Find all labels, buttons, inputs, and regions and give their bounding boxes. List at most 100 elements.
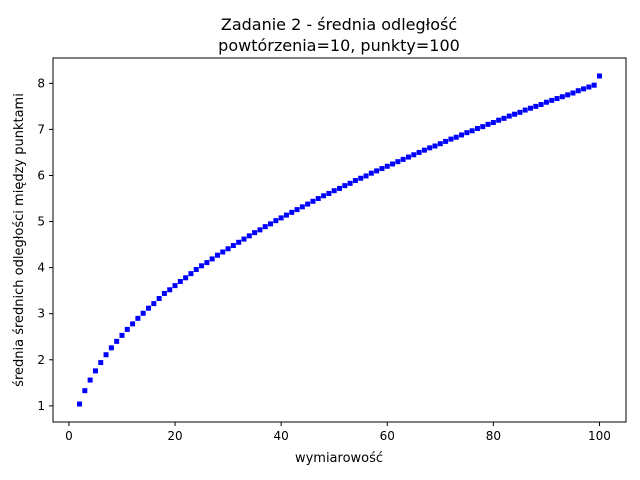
data-point <box>559 94 565 100</box>
data-point <box>161 290 167 296</box>
data-point <box>289 209 295 215</box>
data-point <box>485 121 491 127</box>
x-tick-label: 80 <box>486 429 501 443</box>
data-point <box>283 212 289 218</box>
data-point <box>591 82 597 88</box>
data-point <box>82 388 88 394</box>
x-tick-label: 20 <box>167 429 182 443</box>
data-point <box>496 117 502 123</box>
data-point <box>236 239 242 245</box>
data-point <box>538 102 544 108</box>
data-point <box>199 263 205 269</box>
data-point <box>146 305 151 311</box>
data-point <box>448 136 454 142</box>
y-axis: 1 2 3 4 5 6 7 8 <box>37 76 53 413</box>
data-point <box>352 178 358 184</box>
data-point <box>549 97 555 103</box>
data-point <box>124 326 130 332</box>
data-point <box>140 310 146 316</box>
data-point <box>77 401 83 407</box>
data-point <box>443 138 449 144</box>
data-point <box>384 163 390 169</box>
data-point <box>273 218 279 224</box>
y-tick-label: 1 <box>37 399 45 413</box>
data-point <box>390 161 396 167</box>
data-point <box>156 296 162 302</box>
data-point <box>437 141 443 147</box>
data-point <box>214 252 220 258</box>
data-point <box>209 256 215 262</box>
data-point <box>252 230 258 236</box>
data-point <box>596 73 602 79</box>
data-point <box>581 86 587 92</box>
data-point <box>347 180 353 186</box>
data-point <box>421 147 427 153</box>
data-point <box>130 321 136 327</box>
data-point <box>108 345 114 351</box>
data-point <box>278 215 284 221</box>
y-tick-label: 8 <box>37 76 45 90</box>
data-point <box>342 183 348 189</box>
data-point <box>135 315 141 321</box>
data-point <box>305 201 311 207</box>
plot-area <box>52 57 627 423</box>
data-point <box>92 368 98 374</box>
data-point <box>490 120 496 126</box>
y-axis-label: średnia średnich odległości między punkt… <box>12 93 27 387</box>
data-point <box>570 90 576 96</box>
data-point <box>533 103 539 109</box>
data-point <box>262 224 268 230</box>
data-point <box>411 152 417 158</box>
data-point <box>172 283 178 289</box>
data-point <box>294 207 300 213</box>
data-point <box>98 360 104 366</box>
data-point <box>395 159 401 165</box>
data-point <box>543 99 549 105</box>
data-point <box>522 107 528 113</box>
x-axis-label: wymiarowość <box>295 451 383 466</box>
x-tick-label: 0 <box>65 429 73 443</box>
data-series <box>77 73 602 407</box>
data-point <box>427 145 433 151</box>
data-point <box>358 175 364 181</box>
x-tick-label: 60 <box>380 429 395 443</box>
data-point <box>517 109 523 115</box>
data-point <box>119 332 125 338</box>
y-tick-label: 5 <box>37 215 45 229</box>
data-point <box>167 287 173 293</box>
data-point <box>331 188 337 194</box>
data-point <box>501 115 507 121</box>
x-tick-label: 40 <box>273 429 288 443</box>
data-point <box>246 233 252 239</box>
data-point <box>459 132 465 138</box>
data-point <box>183 275 189 281</box>
data-point <box>400 156 406 162</box>
data-point <box>337 185 342 191</box>
data-point <box>204 260 210 266</box>
data-point <box>193 266 199 272</box>
data-point <box>416 149 422 155</box>
data-point <box>432 143 438 149</box>
data-point <box>114 338 120 344</box>
data-point <box>528 105 533 111</box>
data-point <box>310 198 316 204</box>
x-tick-label: 100 <box>588 429 611 443</box>
data-point <box>177 278 183 284</box>
data-point <box>506 113 512 119</box>
data-point <box>586 84 592 90</box>
data-point <box>257 227 263 233</box>
data-point <box>299 204 305 210</box>
data-point <box>469 128 475 134</box>
data-point <box>151 301 157 307</box>
chart-title-line2: powtórzenia=10, punkty=100 <box>218 36 460 55</box>
data-point <box>321 193 327 199</box>
y-tick-label: 3 <box>37 307 45 321</box>
data-point <box>326 190 332 196</box>
data-point <box>225 246 231 252</box>
data-point <box>315 196 321 202</box>
data-point <box>565 92 571 98</box>
data-point <box>480 124 486 130</box>
y-tick-label: 7 <box>37 122 45 136</box>
data-point <box>363 173 369 179</box>
